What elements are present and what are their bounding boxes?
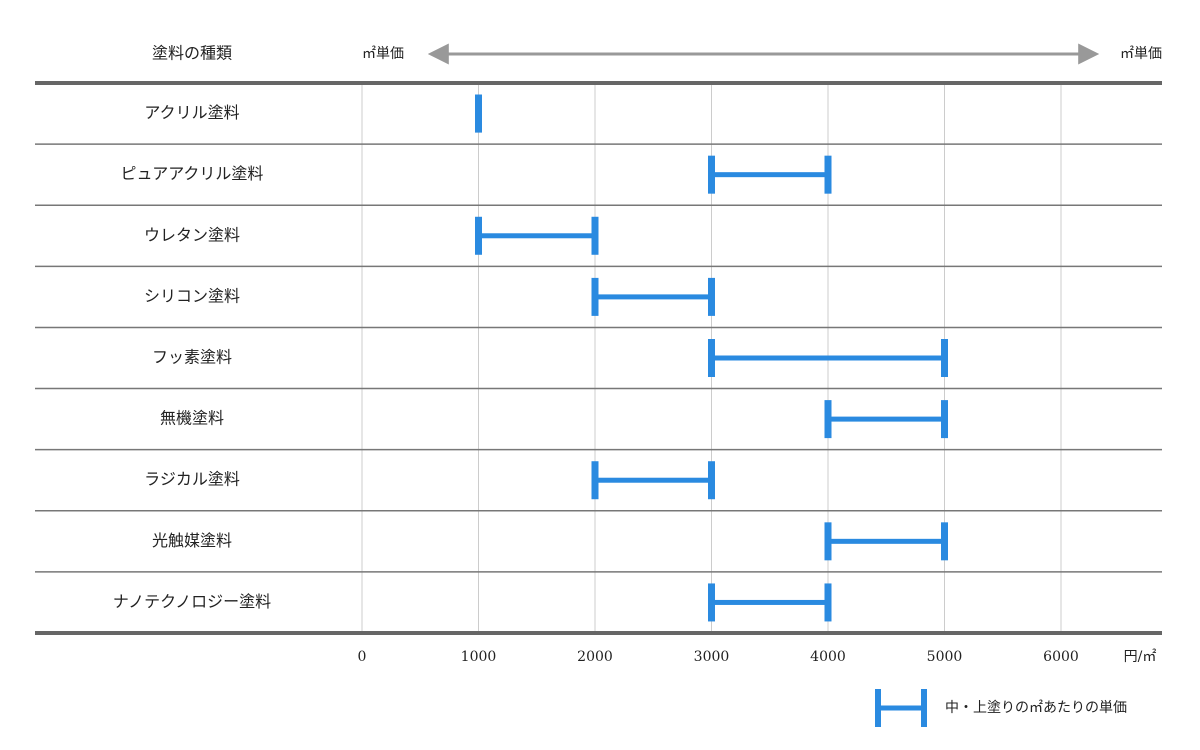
category-label: ウレタン塗料	[144, 225, 240, 244]
legend-cap	[875, 689, 881, 727]
category-label: 無機塗料	[160, 409, 224, 428]
x-tick-label: 4000	[810, 649, 846, 665]
range-bar	[595, 294, 712, 300]
category-label: フッ素塗料	[152, 348, 232, 367]
range-bar	[828, 538, 945, 544]
range-low-cap	[824, 400, 832, 439]
range-low-cap	[708, 339, 715, 377]
legend-cap	[921, 689, 927, 727]
range-low-cap	[708, 583, 715, 622]
x-tick-label: 6000	[1043, 649, 1079, 665]
x-unit: 円/㎡	[1124, 649, 1157, 665]
category-label: ナノテクノロジー塗料	[113, 592, 271, 611]
x-tick-label: 1000	[461, 649, 497, 665]
legend-label: 中・上塗りの㎡あたりの単価	[945, 699, 1127, 716]
range-bar	[711, 599, 828, 605]
range-high-cap	[708, 461, 715, 500]
x-tick-label: 5000	[927, 649, 963, 665]
range-high-cap	[941, 522, 948, 561]
category-label: ラジカル塗料	[144, 470, 240, 489]
range-bar	[595, 477, 712, 483]
category-label: シリコン塗料	[144, 286, 240, 305]
range-high-cap	[824, 583, 832, 622]
range-low-cap	[591, 461, 599, 500]
range-bar	[828, 416, 945, 422]
x-tick-label: 3000	[694, 649, 730, 665]
x-tick-label: 2000	[577, 649, 613, 665]
range-high-cap	[475, 94, 482, 133]
range-low-cap	[708, 155, 715, 194]
axis-label-left: ㎡単価	[362, 46, 404, 62]
legend-bar	[877, 705, 925, 711]
x-tick-label: 0	[358, 649, 367, 665]
range-high-cap	[708, 277, 715, 316]
category-label: 光触媒塗料	[152, 531, 232, 550]
range-high-cap	[941, 400, 948, 439]
range-bar	[711, 172, 828, 178]
range-low-cap	[824, 522, 832, 561]
range-low-cap	[475, 216, 482, 255]
range-low-cap	[591, 277, 599, 316]
category-header: 塗料の種類	[152, 44, 232, 63]
range-high-cap	[824, 155, 832, 194]
range-high-cap	[591, 216, 599, 255]
category-label: アクリル塗料	[144, 103, 239, 122]
range-high-cap	[941, 339, 948, 377]
axis-label-right: ㎡単価	[1120, 46, 1162, 62]
range-bar	[478, 233, 595, 239]
range-bar	[711, 355, 945, 361]
category-label: ピュアアクリル塗料	[121, 164, 264, 183]
